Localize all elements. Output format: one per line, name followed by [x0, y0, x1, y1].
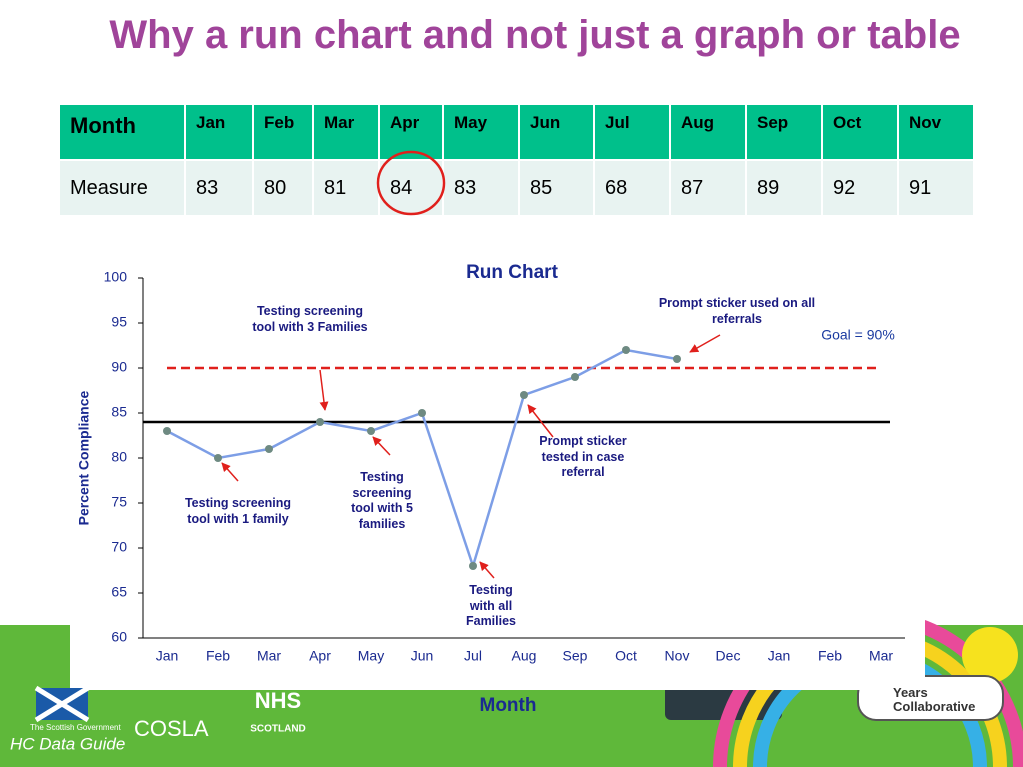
- highlight-circle: [376, 150, 446, 216]
- data-point: [367, 427, 375, 435]
- logo-text: COSLA: [134, 716, 209, 741]
- table-cell: 80: [252, 159, 314, 217]
- table-cell: Measure: [58, 159, 186, 217]
- flag-cross: [34, 685, 90, 723]
- annotation-arrow: [372, 436, 391, 456]
- annotation-arrow: [319, 369, 329, 411]
- table-cell: 68: [593, 159, 671, 217]
- data-point: [418, 409, 426, 417]
- table-header-cell: Jan: [184, 103, 254, 161]
- table-header-cell: Mar: [312, 103, 380, 161]
- x-tick-label: Jan: [156, 648, 179, 664]
- table-cell: 85: [518, 159, 595, 217]
- annotation: Testing screening tool with 1 family: [184, 496, 292, 526]
- annotation: Testing with all Families: [465, 583, 517, 628]
- y-axis-label: Percent Compliance: [76, 390, 92, 525]
- x-tick-label: Mar: [869, 648, 893, 664]
- chart-title: Run Chart: [466, 262, 559, 283]
- y-tick-label: 65: [111, 584, 127, 600]
- x-tick-label: Oct: [615, 648, 637, 664]
- sun: [962, 627, 1018, 683]
- table-header-cell: Feb: [252, 103, 314, 161]
- x-tick-label: Apr: [309, 648, 331, 664]
- annotation-arrow: [689, 334, 721, 353]
- table-cell: 89: [745, 159, 823, 217]
- data-point: [163, 427, 171, 435]
- y-tick-label: 60: [111, 629, 127, 645]
- data-table: Month Jan Feb Mar Apr May Jun Jul Aug Sep Oct Nov Me…: [58, 103, 975, 217]
- table-header-cell: May: [442, 103, 520, 161]
- table-cell: 81: [312, 159, 380, 217]
- table-row: Measure 83 80 81 84 83 85 68 87 89 92 91: [58, 159, 975, 217]
- x-tick-label: Jun: [411, 648, 434, 664]
- y-tick-label: 100: [104, 269, 128, 285]
- x-tick-label: Dec: [716, 648, 741, 664]
- data-point: [214, 454, 222, 462]
- chart-area: [70, 250, 925, 690]
- goal-label: Goal = 90%: [821, 327, 895, 343]
- y-tick-label: 70: [111, 539, 127, 555]
- y-tick-label: 80: [111, 449, 127, 465]
- data-point: [520, 391, 528, 399]
- annotation: Prompt sticker used on all referrals: [658, 296, 816, 326]
- data-point: [265, 445, 273, 453]
- table-cell: 83: [184, 159, 254, 217]
- data-point: [571, 373, 579, 381]
- x-tick-label: May: [358, 648, 384, 664]
- x-tick-label: Mar: [257, 648, 281, 664]
- footer-caption: HC Data Guide: [10, 734, 125, 753]
- y-tick-label: 90: [111, 359, 127, 375]
- annotation-arrow: [479, 561, 495, 579]
- data-point: [622, 346, 630, 354]
- x-tick-label: Feb: [206, 648, 230, 664]
- data-point: [673, 355, 681, 363]
- logo-text: Years Collaborative: [893, 685, 976, 714]
- table-cell: 83: [442, 159, 520, 217]
- table-header-cell: Month: [58, 103, 186, 161]
- table-header-cell: Aug: [669, 103, 747, 161]
- table-header-cell: Jun: [518, 103, 595, 161]
- y-tick-label: 85: [111, 404, 127, 420]
- logo-text: The Scottish Government: [30, 723, 121, 732]
- logo-text: NHS: [255, 688, 301, 713]
- x-tick-label: Jul: [464, 648, 482, 664]
- logo-text: SCOTLAND: [250, 724, 306, 735]
- x-tick-label: Aug: [512, 648, 537, 664]
- annotation-arrow: [221, 462, 239, 482]
- table-cell: 92: [821, 159, 899, 217]
- table-cell: 87: [669, 159, 747, 217]
- data-point: [316, 418, 324, 426]
- y-tick-label: 95: [111, 314, 127, 330]
- slide-title: Why a run chart and not just a graph or …: [109, 13, 961, 57]
- table-header-cell: Oct: [821, 103, 899, 161]
- x-tick-label: Jan: [768, 648, 791, 664]
- table-header-cell: Jul: [593, 103, 671, 161]
- table-cell: 91: [897, 159, 975, 217]
- x-tick-label: Sep: [563, 648, 588, 664]
- x-axis-label: Month: [480, 695, 537, 716]
- x-tick-label: Feb: [818, 648, 842, 664]
- annotation-arrow: [527, 404, 554, 438]
- x-tick-label: Nov: [665, 648, 690, 664]
- annotation: Prompt sticker tested in case referral: [539, 434, 627, 479]
- annotation: Testing screening tool with 3 Families: [252, 304, 368, 334]
- table-header-cell: Nov: [897, 103, 975, 161]
- annotation: Testing screening tool with 5 families: [351, 470, 413, 531]
- table-header-cell: Sep: [745, 103, 823, 161]
- data-point: [469, 562, 477, 570]
- y-tick-label: 75: [111, 494, 127, 510]
